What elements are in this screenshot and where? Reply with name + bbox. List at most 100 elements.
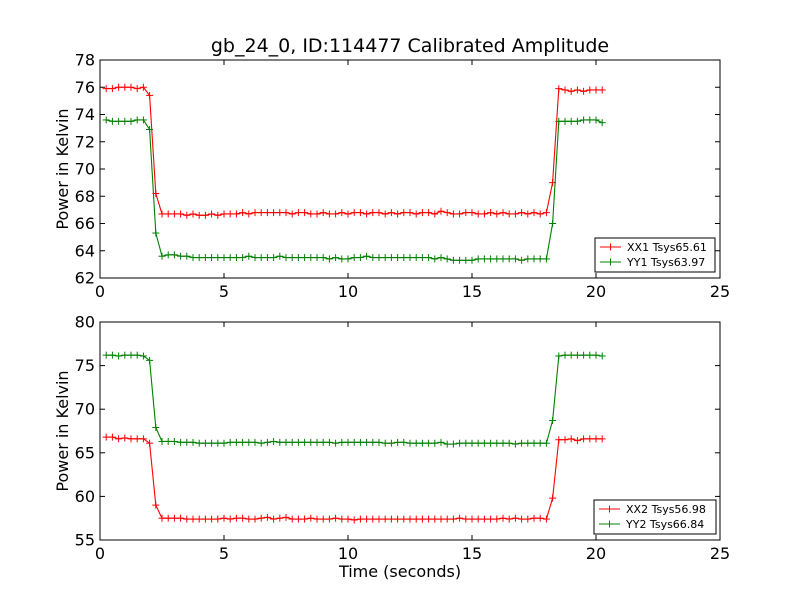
data-point: [164, 514, 172, 522]
legend-item: YY2 Tsys66.84: [599, 518, 704, 531]
data-point: [437, 207, 445, 215]
data-point: [270, 254, 278, 262]
data-point: [325, 438, 333, 446]
data-point: [183, 515, 191, 523]
data-point: [245, 252, 253, 260]
data-point: [251, 515, 259, 523]
data-point: [586, 86, 594, 94]
legend-label: XX2 Tsys56.98: [626, 503, 706, 516]
legend-item: XX2 Tsys56.98: [599, 503, 706, 516]
data-point: [561, 436, 569, 444]
data-point: [375, 438, 383, 446]
data-point: [586, 435, 594, 443]
series-1: [102, 116, 606, 264]
data-point: [425, 209, 433, 217]
y-tick-label: 74: [75, 105, 95, 124]
data-point: [530, 255, 538, 263]
data-point: [226, 210, 234, 218]
data-point: [313, 210, 321, 218]
data-point: [301, 254, 309, 262]
data-point: [307, 210, 315, 218]
x-tick-label: 25: [710, 282, 730, 301]
data-point: [431, 210, 439, 218]
data-point: [480, 439, 488, 447]
data-point: [524, 439, 532, 447]
x-tick-label: 15: [462, 544, 482, 563]
data-point: [449, 256, 457, 264]
data-point: [573, 86, 581, 94]
data-point: [561, 117, 569, 125]
data-point: [449, 515, 457, 523]
data-point: [400, 438, 408, 446]
data-point: [518, 256, 526, 264]
data-point: [263, 209, 271, 217]
data-point: [381, 254, 389, 262]
data-point: [146, 439, 154, 447]
data-point: [474, 210, 482, 218]
data-point: [270, 515, 278, 523]
data-point: [456, 256, 464, 264]
data-point: [598, 435, 606, 443]
data-point: [387, 515, 395, 523]
data-point: [586, 351, 594, 359]
data-point: [456, 210, 464, 218]
data-point: [158, 210, 166, 218]
data-point: [518, 209, 526, 217]
data-point: [493, 515, 501, 523]
data-point: [208, 254, 216, 262]
data-point: [567, 117, 575, 125]
data-point: [468, 209, 476, 217]
data-point: [332, 210, 340, 218]
data-point: [282, 209, 290, 217]
data-point: [369, 515, 377, 523]
data-point: [183, 252, 191, 260]
data-point: [375, 254, 383, 262]
data-point: [394, 210, 402, 218]
data-point: [456, 514, 464, 522]
data-point: [412, 254, 420, 262]
data-point: [319, 515, 327, 523]
data-point: [573, 117, 581, 125]
data-point: [480, 515, 488, 523]
legend: XX2 Tsys56.98 YY2 Tsys66.84: [593, 499, 717, 535]
y-tick-label: 62: [75, 269, 95, 288]
data-point: [456, 439, 464, 447]
x-axis-label: Time (seconds): [338, 562, 461, 581]
figure-title: gb_24_0, ID:114477 Calibrated Amplitude: [211, 35, 609, 57]
data-point: [487, 209, 495, 217]
data-point: [307, 438, 315, 446]
y-tick-label: 66: [75, 214, 95, 233]
data-point: [189, 515, 197, 523]
data-point: [170, 210, 178, 218]
data-point: [350, 254, 358, 262]
data-point: [220, 254, 228, 262]
x-tick-label: 20: [586, 544, 606, 563]
data-point: [598, 119, 606, 127]
data-point: [294, 515, 302, 523]
y-tick-label: 55: [75, 531, 95, 550]
data-point: [418, 209, 426, 217]
data-point: [319, 254, 327, 262]
data-point: [133, 351, 141, 359]
data-point: [530, 514, 538, 522]
data-point: [127, 351, 135, 359]
data-point: [152, 229, 160, 237]
data-point: [511, 255, 519, 263]
data-point: [369, 209, 377, 217]
data-point: [127, 435, 135, 443]
data-point: [102, 116, 110, 124]
data-point: [499, 209, 507, 217]
y-tick-label: 75: [75, 356, 95, 375]
x-tick-label: 10: [338, 544, 358, 563]
data-point: [598, 86, 606, 94]
data-point: [530, 209, 538, 217]
legend-label: YY2 Tsys66.84: [625, 518, 704, 531]
data-point: [276, 438, 284, 446]
data-point: [276, 514, 284, 522]
data-point: [325, 210, 333, 218]
data-point: [524, 255, 532, 263]
data-point: [474, 439, 482, 447]
data-point: [474, 515, 482, 523]
data-point: [158, 437, 166, 445]
data-point: [549, 220, 557, 227]
